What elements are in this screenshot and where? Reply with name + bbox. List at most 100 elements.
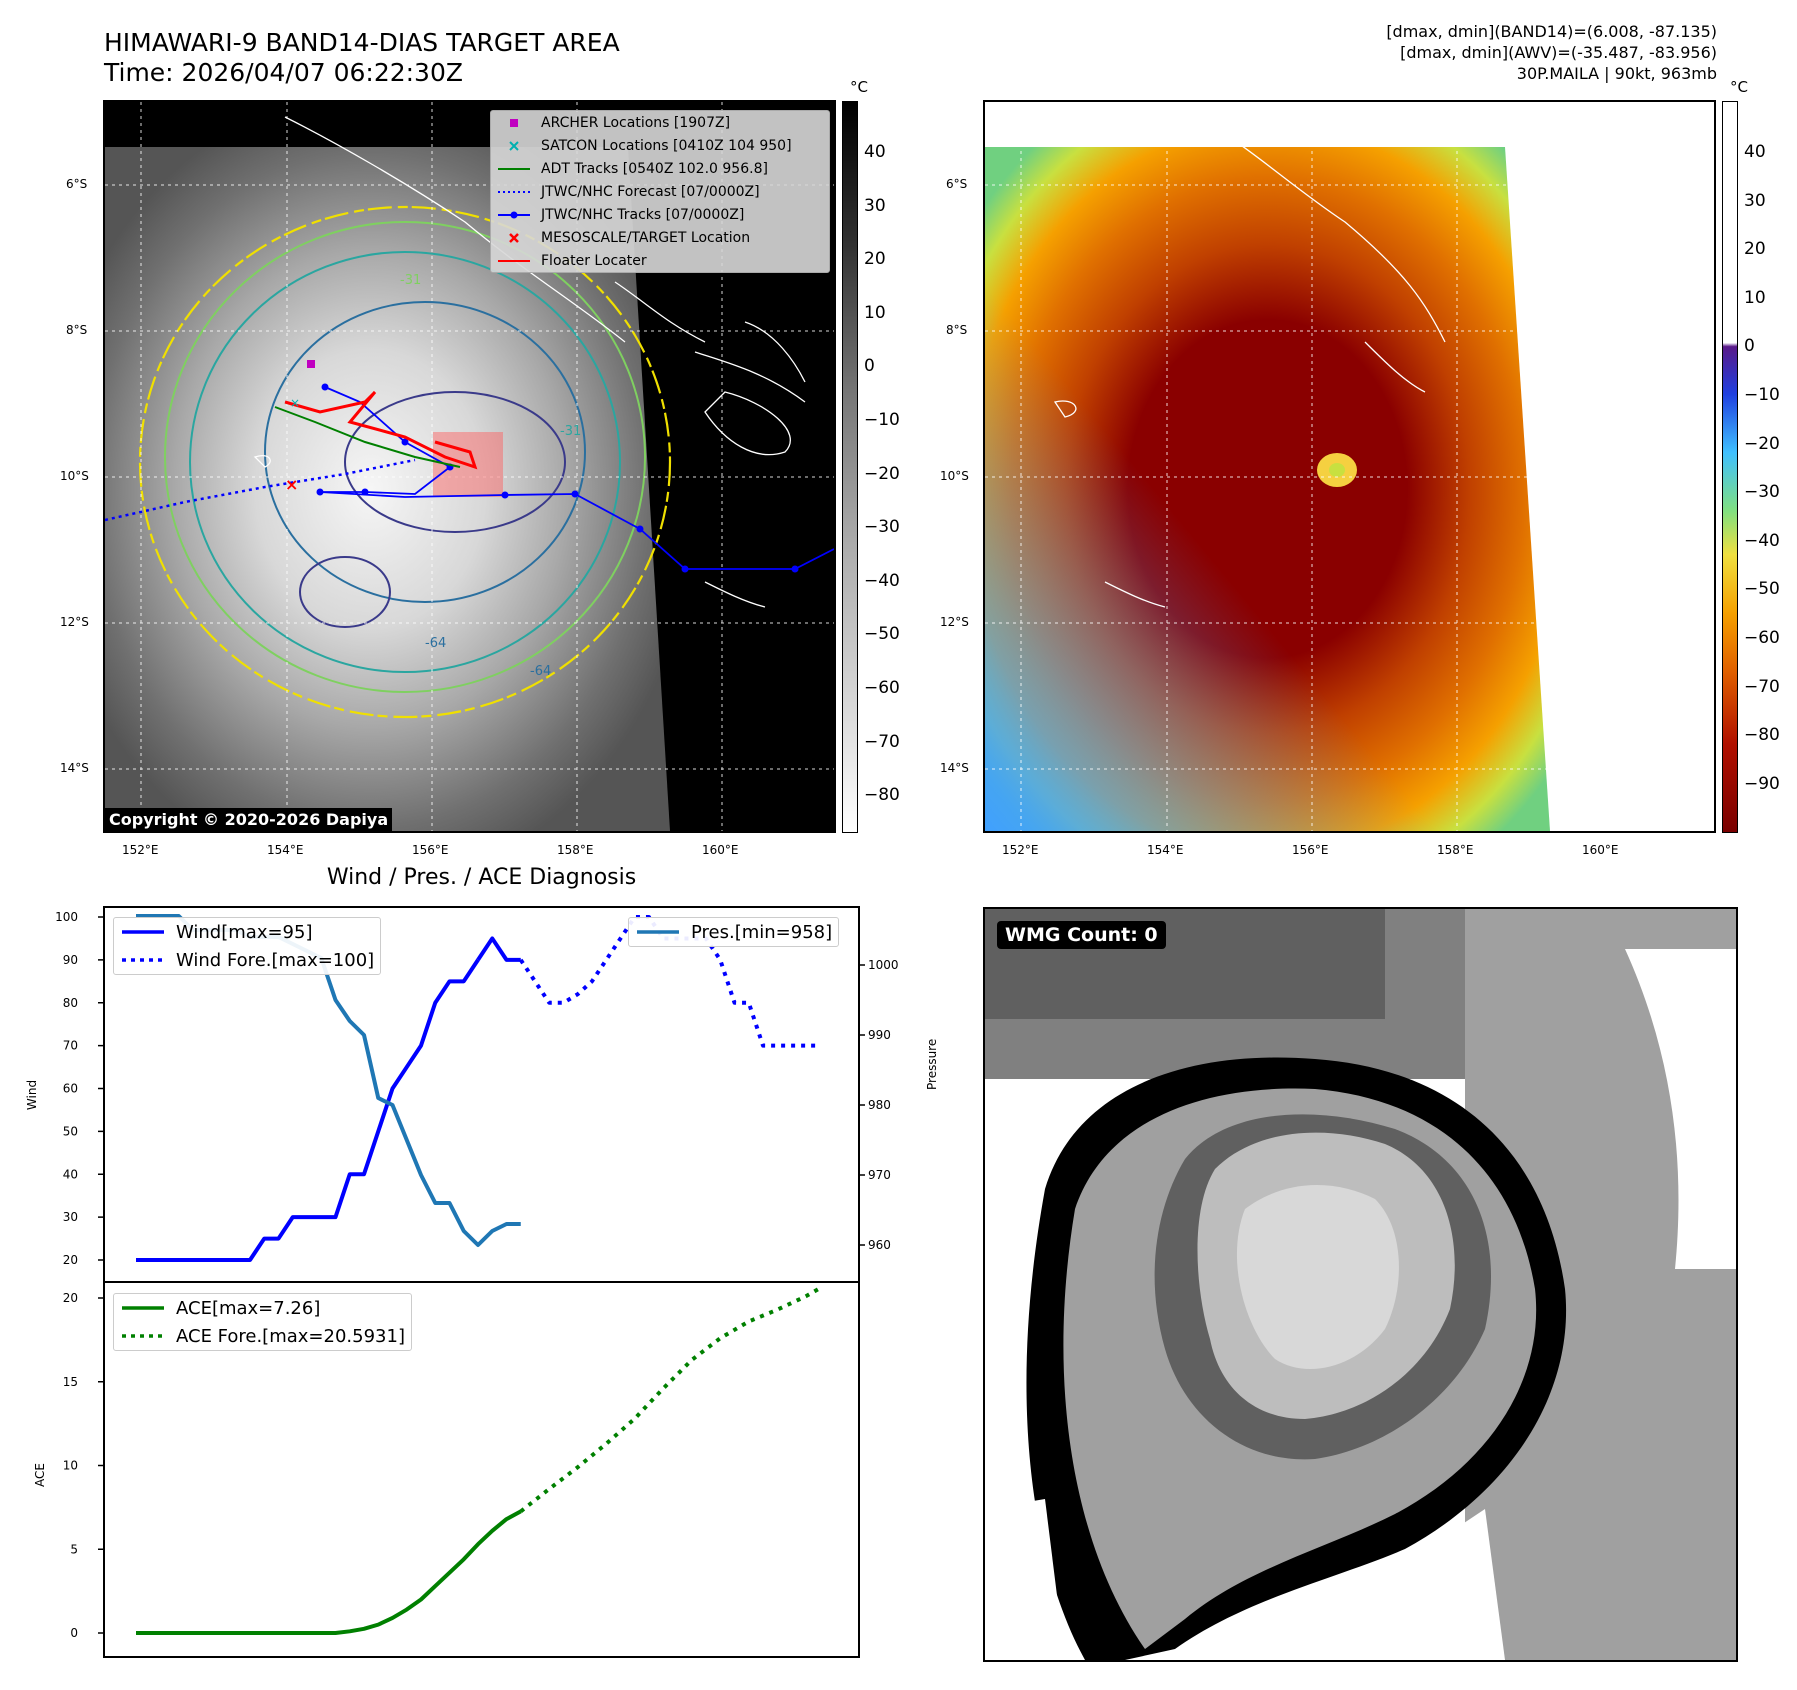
pres-tick-label: 970 (868, 1168, 891, 1182)
colorbar-tick: −40 (864, 570, 900, 591)
colorbar-tick: −10 (1744, 385, 1780, 405)
lon-label: 154°E (267, 843, 304, 857)
legend-item-ace: ACE[max=7.26] (122, 1297, 321, 1319)
colorbar-tick: −10 (864, 410, 900, 430)
wmg-count-label: WMG Count: 0 (997, 921, 1166, 949)
ace-legend: ACE[max=7.26] ACE Fore.[max=20.5931] (113, 1293, 412, 1351)
colorbar-tick: 30 (864, 195, 886, 216)
ir-map-panel: × × -31 -31 -64 -64 ARCHER Locations [19… (103, 100, 836, 833)
ir-map-image: × × -31 -31 -64 -64 (105, 102, 834, 831)
contour-label: -31 (560, 424, 581, 439)
ace-axes-frame (103, 1281, 860, 1658)
ace-line (136, 1509, 522, 1635)
legend-item-satcon: SATCON Locations [0410Z 104 950] (491, 134, 829, 157)
ace-tick-label: 15 (63, 1375, 78, 1389)
colorbar-tick: 30 (1744, 190, 1766, 211)
colorbar-tick: −70 (864, 731, 900, 752)
colorbar-tick: −90 (1744, 773, 1780, 794)
band14-range: [dmax, dmin](BAND14)=(6.008, -87.135) (1386, 22, 1717, 41)
pres-tick-label: 990 (868, 1028, 891, 1042)
colorbar-tick: 20 (864, 249, 886, 270)
legend-item-jtwc-forecast: JTWC/NHC Forecast [07/0000Z] (498, 183, 760, 200)
legend-item-mesoscale: MESOSCALE/TARGET Location (491, 226, 829, 249)
lat-label: 12°S (60, 615, 89, 629)
contour-label: -31 (400, 273, 421, 288)
lon-label: 160°E (702, 843, 739, 857)
lon-label: 158°E (1437, 843, 1474, 857)
wind-tick-label: 70 (63, 1039, 78, 1053)
colorbar-tick: 0 (864, 356, 875, 377)
wind-tick-label: 90 (63, 953, 78, 967)
ace-tick-label: 10 (63, 1459, 78, 1473)
legend-item-ace-fore: ACE Fore.[max=20.5931] (122, 1325, 405, 1347)
copyright-label: Copyright © 2020-2026 Dapiya (105, 808, 393, 831)
lat-label: 10°S (940, 469, 969, 483)
lat-label: 14°S (940, 761, 969, 775)
colorbar-tick: 10 (1744, 287, 1766, 308)
colorbar-tick: −60 (864, 678, 900, 698)
lon-label: 154°E (1147, 843, 1184, 857)
ace-axis-label: ACE (33, 1463, 47, 1487)
ace-forecast-line (519, 1286, 821, 1513)
diag-chart: 1009080706050403020100099098097096020151… (25, 906, 899, 1658)
svg-text:×: × (290, 396, 300, 410)
contour-label: -64 (530, 664, 551, 679)
track-legend: ARCHER Locations [1907Z] SATCON Location… (490, 110, 830, 273)
colorbar-tick: −70 (1744, 676, 1780, 697)
colorbar-tick: −80 (1744, 725, 1780, 746)
wind-axis-label: Wind (25, 1080, 39, 1110)
wind-line (136, 958, 480, 1262)
wind-tick-label: 40 (63, 1167, 78, 1181)
contour-label: -64 (425, 636, 446, 651)
wind-tick-label: 100 (55, 910, 78, 924)
wind-tick-label: 50 (63, 1124, 78, 1138)
wind-tick-label: 30 (63, 1210, 78, 1224)
pres-tick-label: 980 (868, 1098, 891, 1112)
legend-item-archer: ARCHER Locations [1907Z] (491, 111, 829, 134)
awv-range: [dmax, dmin](AWV)=(-35.487, -83.956) (1400, 43, 1717, 62)
figure-time: Time: 2026/04/07 06:22:30Z (104, 58, 463, 87)
legend-item-adt: ADT Tracks [0540Z 102.0 956.8] (498, 160, 768, 177)
colorbar-tick: −50 (864, 624, 900, 645)
colorbar-tick: −30 (864, 517, 900, 538)
wind-line (476, 936, 521, 962)
colorbar-unit-right: °C (1730, 78, 1748, 96)
colorbar-tick: −20 (864, 463, 900, 484)
lat-label: 12°S (940, 615, 969, 629)
lat-label: 14°S (60, 761, 89, 775)
wind-tick-label: 80 (63, 996, 78, 1010)
colorbar-tick: −30 (1744, 482, 1780, 503)
ace-tick-label: 0 (70, 1626, 78, 1640)
legend-item-wind: Wind[max=95] (122, 921, 313, 943)
lat-label: 8°S (66, 323, 88, 337)
figure-title: HIMAWARI-9 BAND14-DIAS TARGET AREA (104, 28, 620, 57)
wmg-image (985, 909, 1736, 1660)
colorbar-tick: 10 (864, 302, 886, 323)
colorbar-tick: 40 (1744, 142, 1766, 162)
pres-axis-label-text: Pressure (925, 1038, 939, 1090)
diag-title: Wind / Pres. / ACE Diagnosis (326, 865, 637, 890)
colorbar-tick: 0 (1744, 336, 1755, 357)
legend-item-wind-fore: Wind Fore.[max=100] (122, 949, 375, 971)
wind-tick-label: 20 (63, 1253, 78, 1267)
lon-label: 156°E (412, 843, 449, 857)
colorbar-tick: −60 (1744, 628, 1780, 648)
svg-text:×: × (285, 475, 298, 494)
legend-item-jtwc-tracks: JTWC/NHC Tracks [07/0000Z] (491, 203, 829, 226)
ace-tick-label: 20 (63, 1291, 78, 1305)
colorbar-tick: 40 (864, 142, 886, 162)
colorbar-right (1722, 101, 1738, 833)
awv-map-panel (983, 100, 1716, 833)
lat-label: 6°S (946, 177, 968, 191)
pres-tick-label: 960 (868, 1238, 891, 1252)
colorbar-unit-left: °C (850, 78, 868, 96)
wind-tick-label: 60 (63, 1082, 78, 1096)
pres-legend: Pres.[min=958] (628, 917, 840, 947)
lat-label: 8°S (946, 323, 968, 337)
colorbar-tick: −80 (864, 785, 900, 806)
lon-label: 158°E (557, 843, 594, 857)
awv-map-image (985, 102, 1714, 831)
colorbar-tick: −50 (1744, 579, 1780, 600)
wind-legend: Wind[max=95] Wind Fore.[max=100] (113, 917, 382, 975)
lon-label: 152°E (122, 843, 159, 857)
